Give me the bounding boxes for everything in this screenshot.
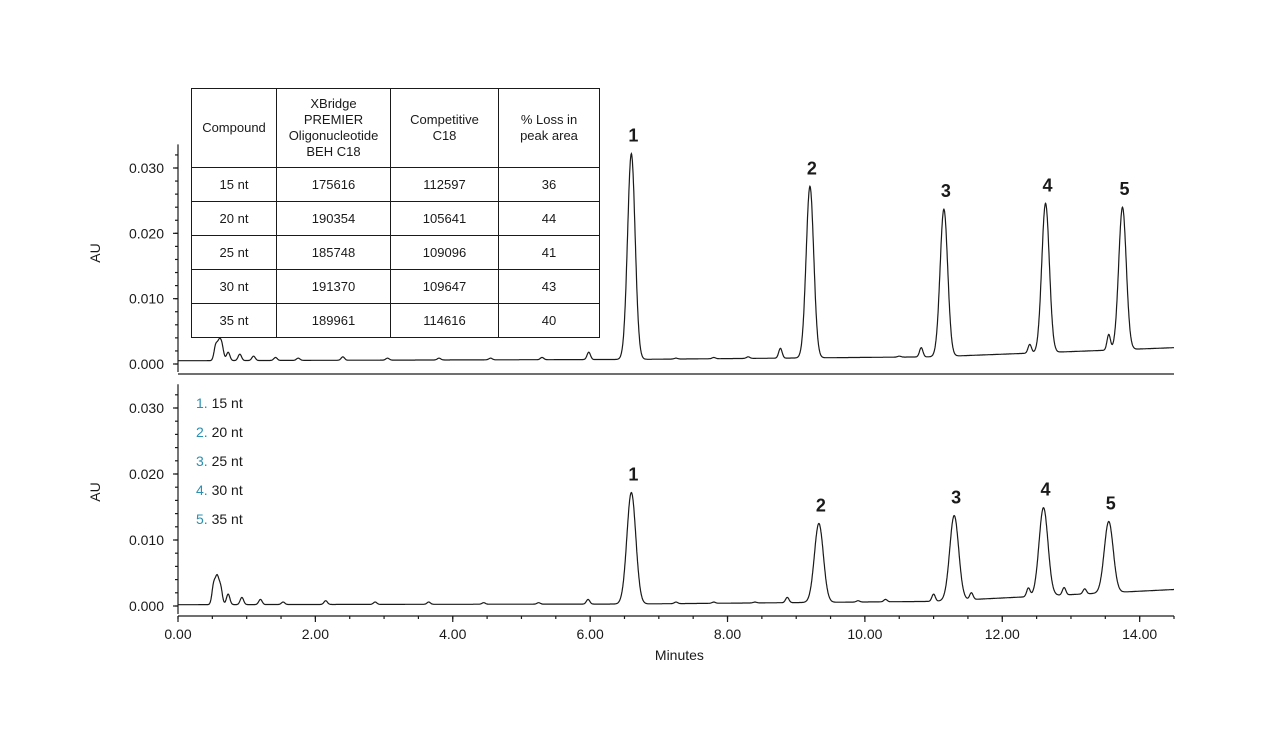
x-tick-label: 6.00	[577, 626, 604, 642]
table-cell: 112597	[390, 167, 499, 202]
header-line: C18	[432, 128, 457, 143]
peak-label-3: 3	[941, 181, 951, 201]
y-axis-title: AU	[87, 243, 103, 262]
legend-number: 4.	[196, 482, 208, 498]
table-cell: 109096	[390, 235, 499, 270]
table-cell: 30 nt	[191, 269, 277, 304]
y-axis-title: AU	[87, 482, 103, 501]
table-cell: 40	[498, 303, 600, 338]
legend-number: 1.	[196, 395, 208, 411]
peak-label-3: 3	[951, 488, 961, 508]
table-cell: 36	[498, 167, 600, 202]
header-xbridge: XBridge PREMIER Oligonucleotide BEH C18	[276, 88, 391, 168]
table-cell: 41	[498, 235, 600, 270]
peak-label-2: 2	[807, 158, 817, 178]
peak-label-5: 5	[1106, 494, 1116, 514]
y-tick-label: 0.020	[129, 225, 164, 241]
legend-label: 35 nt	[211, 511, 243, 527]
legend-label: 30 nt	[211, 482, 243, 498]
table-row: 20 nt 190354 105641 44	[191, 201, 600, 236]
y-tick-label: 0.020	[129, 466, 164, 482]
header-percent-loss: % Loss in peak area	[498, 88, 600, 168]
peak-label-2: 2	[816, 496, 826, 516]
header-line: Competitive	[410, 112, 479, 127]
x-tick-label: 2.00	[302, 626, 329, 642]
legend-item: 2. 20 nt	[196, 422, 243, 451]
table-row: 35 nt 189961 114616 40	[191, 303, 600, 338]
peak-label-1: 1	[628, 464, 638, 484]
header-line: peak area	[520, 128, 578, 143]
legend-label: 15 nt	[211, 395, 243, 411]
x-axis-title: Minutes	[655, 647, 704, 663]
y-tick-label: 0.000	[129, 356, 164, 372]
y-tick-label: 0.000	[129, 598, 164, 614]
legend-item: 5. 35 nt	[196, 509, 243, 538]
table-cell: 20 nt	[191, 201, 277, 236]
compound-legend: 1. 15 nt 2. 20 nt 3. 25 nt 4. 30 nt 5. 3…	[196, 393, 243, 538]
peak-label-1: 1	[628, 126, 638, 146]
x-tick-label: 0.00	[164, 626, 191, 642]
x-tick-label: 14.00	[1122, 626, 1157, 642]
trace-competitive	[178, 491, 1174, 606]
table-cell: 43	[498, 269, 600, 304]
legend-item: 4. 30 nt	[196, 480, 243, 509]
peak-label-4: 4	[1043, 175, 1053, 195]
header-line: BEH C18	[306, 144, 361, 159]
y-tick-label: 0.030	[129, 400, 164, 416]
peak-area-table: Compound XBridge PREMIER Oligonucleotide…	[191, 88, 600, 338]
header-line: Oligonucleotide	[288, 128, 379, 143]
legend-number: 3.	[196, 453, 208, 469]
header-line: PREMIER	[303, 112, 364, 127]
table-cell: 189961	[276, 303, 391, 338]
table-cell: 25 nt	[191, 235, 277, 270]
y-tick-label: 0.030	[129, 160, 164, 176]
legend-label: 20 nt	[211, 424, 243, 440]
peak-label-5: 5	[1119, 179, 1129, 199]
table-header-row: Compound XBridge PREMIER Oligonucleotide…	[191, 88, 600, 168]
peak-label-4: 4	[1040, 480, 1050, 500]
table-row: 25 nt 185748 109096 41	[191, 235, 600, 270]
table-row: 15 nt 175616 112597 36	[191, 167, 600, 202]
table-cell: 190354	[276, 201, 391, 236]
table-cell: 175616	[276, 167, 391, 202]
header-line: XBridge	[310, 96, 357, 111]
trace-xbridge	[178, 151, 1174, 362]
header-line: % Loss in	[520, 112, 578, 127]
table-cell: 185748	[276, 235, 391, 270]
table-row: 30 nt 191370 109647 43	[191, 269, 600, 304]
x-tick-label: 12.00	[985, 626, 1020, 642]
legend-number: 2.	[196, 424, 208, 440]
table-cell: 35 nt	[191, 303, 277, 338]
header-compound: Compound	[191, 88, 277, 168]
legend-item: 3. 25 nt	[196, 451, 243, 480]
legend-number: 5.	[196, 511, 208, 527]
table-cell: 114616	[390, 303, 499, 338]
table-cell: 191370	[276, 269, 391, 304]
x-tick-label: 10.00	[847, 626, 882, 642]
table-cell: 15 nt	[191, 167, 277, 202]
legend-label: 25 nt	[211, 453, 243, 469]
table-cell: 105641	[390, 201, 499, 236]
table-cell: 109647	[390, 269, 499, 304]
header-competitive: Competitive C18	[390, 88, 499, 168]
y-tick-label: 0.010	[129, 291, 164, 307]
x-tick-label: 4.00	[439, 626, 466, 642]
y-tick-label: 0.010	[129, 532, 164, 548]
x-tick-label: 8.00	[714, 626, 741, 642]
table-cell: 44	[498, 201, 600, 236]
legend-item: 1. 15 nt	[196, 393, 243, 422]
header-line: Compound	[202, 120, 266, 135]
